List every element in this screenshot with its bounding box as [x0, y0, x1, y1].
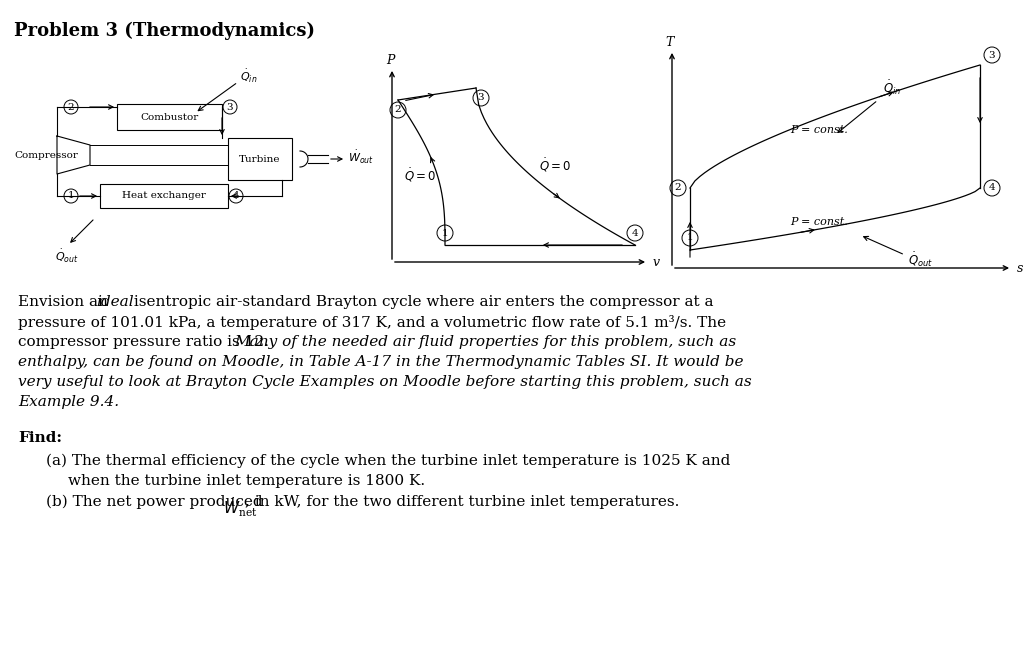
FancyBboxPatch shape: [100, 184, 228, 208]
Text: ideal: ideal: [96, 295, 134, 309]
Text: $\dot{Q}_{out}$: $\dot{Q}_{out}$: [908, 251, 933, 269]
Text: Heat exchanger: Heat exchanger: [122, 191, 206, 201]
Text: $\dot{Q}_{out}$: $\dot{Q}_{out}$: [55, 247, 79, 265]
Text: P: P: [386, 53, 394, 66]
Text: T: T: [666, 36, 674, 49]
FancyBboxPatch shape: [117, 104, 222, 130]
Text: compressor pressure ratio is 12.: compressor pressure ratio is 12.: [18, 335, 273, 349]
Text: Problem 3 (Thermodynamics): Problem 3 (Thermodynamics): [14, 22, 315, 40]
Text: P = const.: P = const.: [790, 217, 848, 227]
Text: P = const.: P = const.: [790, 125, 848, 135]
Text: (b) The net power produced: (b) The net power produced: [46, 495, 267, 509]
Text: Find:: Find:: [18, 431, 62, 445]
Text: $\dot{W}_{out}$: $\dot{W}_{out}$: [348, 149, 374, 165]
FancyBboxPatch shape: [228, 138, 292, 180]
Text: 3: 3: [226, 103, 233, 112]
Text: $\dot{Q}=0$: $\dot{Q}=0$: [403, 166, 436, 184]
Text: 2: 2: [68, 103, 75, 112]
Text: $\dot{Q}=0$: $\dot{Q}=0$: [539, 156, 571, 174]
Text: when the turbine inlet temperature is 1800 K.: when the turbine inlet temperature is 18…: [68, 474, 425, 488]
Text: 1: 1: [441, 228, 449, 238]
Text: , in kW, for the two different turbine inlet temperatures.: , in kW, for the two different turbine i…: [245, 495, 679, 509]
Text: isentropic air-standard Brayton cycle where air enters the compressor at a: isentropic air-standard Brayton cycle wh…: [129, 295, 714, 309]
Text: pressure of 101.01 kPa, a temperature of 317 K, and a volumetric flow rate of 5.: pressure of 101.01 kPa, a temperature of…: [18, 315, 726, 330]
Text: 2: 2: [394, 106, 401, 114]
Text: Combustor: Combustor: [140, 112, 199, 121]
Text: very useful to look at Brayton Cycle Examples on Moodle before starting this pro: very useful to look at Brayton Cycle Exa…: [18, 375, 752, 389]
Text: Compressor: Compressor: [14, 151, 78, 160]
Text: 3: 3: [989, 51, 995, 60]
Text: 4: 4: [632, 228, 638, 238]
Text: 2: 2: [675, 184, 681, 193]
Text: $\dot{Q}_{in}$: $\dot{Q}_{in}$: [883, 79, 901, 97]
Text: Turbine: Turbine: [240, 154, 281, 164]
Text: Envision an: Envision an: [18, 295, 113, 309]
Text: enthalpy, can be found on Moodle, in Table A-17 in the Thermodynamic Tables SI. : enthalpy, can be found on Moodle, in Tab…: [18, 355, 743, 369]
Text: 4: 4: [232, 191, 240, 201]
Text: Many of the needed air fluid properties for this problem, such as: Many of the needed air fluid properties …: [234, 335, 736, 349]
Text: 3: 3: [477, 93, 484, 103]
Text: 1: 1: [68, 191, 75, 201]
Text: 1: 1: [687, 234, 693, 243]
Text: (a) The thermal efficiency of the cycle when the turbine inlet temperature is 10: (a) The thermal efficiency of the cycle …: [46, 454, 730, 469]
Text: s: s: [1017, 262, 1023, 275]
Text: v: v: [652, 256, 659, 269]
Text: Example 9.4.: Example 9.4.: [18, 395, 119, 409]
Text: 4: 4: [989, 184, 995, 193]
Text: $\dot{Q}_{in}$: $\dot{Q}_{in}$: [240, 67, 257, 84]
Text: $\dot{W}_{\mathregular{net}}$: $\dot{W}_{\mathregular{net}}$: [222, 495, 257, 519]
